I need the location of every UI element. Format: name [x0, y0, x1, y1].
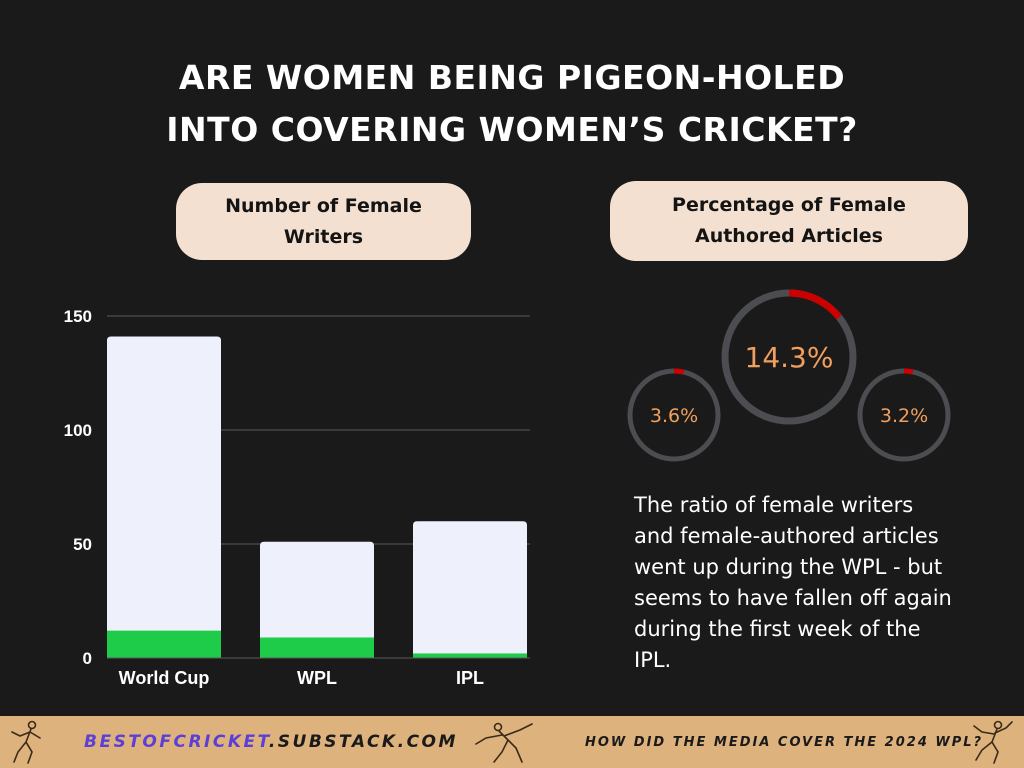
y-tick-label: 150 — [64, 307, 92, 326]
brand-link[interactable]: BESTOFCRICKET.SUBSTACK.COM — [84, 732, 458, 752]
writers-heading-line-1: Number of Female — [225, 194, 422, 217]
title-line-1: ARE WOMEN BEING PIGEON-HOLED — [178, 58, 846, 97]
bar-total-writers — [413, 521, 527, 658]
x-category-label: WPL — [297, 668, 337, 688]
female-writers-bar-chart: 0 50 100 150 World Cup WPL IPL — [64, 307, 530, 688]
writers-heading-line-2: Writers — [283, 225, 364, 248]
x-category-label: World Cup — [119, 668, 210, 688]
summary-note: The ratio of female writers and female-a… — [634, 493, 952, 672]
donut-value-label: 3.6% — [650, 405, 698, 427]
bar-total-writers — [260, 541, 374, 658]
y-tick-label: 100 — [64, 421, 92, 440]
brand-name: BESTOFCRICKET — [84, 732, 269, 752]
y-tick-label: 0 — [83, 649, 92, 668]
articles-heading-line-2: Authored Articles — [694, 225, 883, 247]
cricketer-icon — [973, 720, 1013, 764]
title-line-2: INTO COVERING WOMEN’S CRICKET? — [166, 110, 858, 149]
bar-female-writers — [413, 653, 527, 658]
bar-total-writers — [107, 336, 221, 658]
x-category-label: IPL — [456, 668, 484, 688]
brand-domain: .SUBSTACK.COM — [268, 732, 458, 752]
donut-value-label: 14.3% — [745, 341, 834, 374]
donut-arc-female — [788, 289, 842, 320]
writers-chart-heading: Number of Female Writers — [176, 183, 471, 260]
footer-tagline: HOW DID THE MEDIA COVER THE 2024 WPL? — [585, 735, 984, 750]
page-title: ARE WOMEN BEING PIGEON-HOLED INTO COVERI… — [0, 52, 1024, 156]
footer-bar: BESTOFCRICKET.SUBSTACK.COM HOW DID THE M… — [0, 716, 1024, 768]
cricketer-icon — [475, 722, 533, 763]
y-tick-label: 50 — [73, 535, 92, 554]
donut-arc-female — [903, 368, 914, 375]
donut-value-label: 3.2% — [880, 405, 928, 427]
bar-female-writers — [260, 637, 374, 658]
cricketer-icon — [11, 720, 41, 764]
bar-female-writers — [107, 630, 221, 658]
articles-heading-line-1: Percentage of Female — [672, 194, 906, 216]
donut-arc-female — [673, 368, 685, 375]
female-articles-donut-charts: 3.6% 14.3% 3.2% — [627, 289, 951, 462]
articles-chart-heading: Percentage of Female Authored Articles — [610, 181, 968, 261]
